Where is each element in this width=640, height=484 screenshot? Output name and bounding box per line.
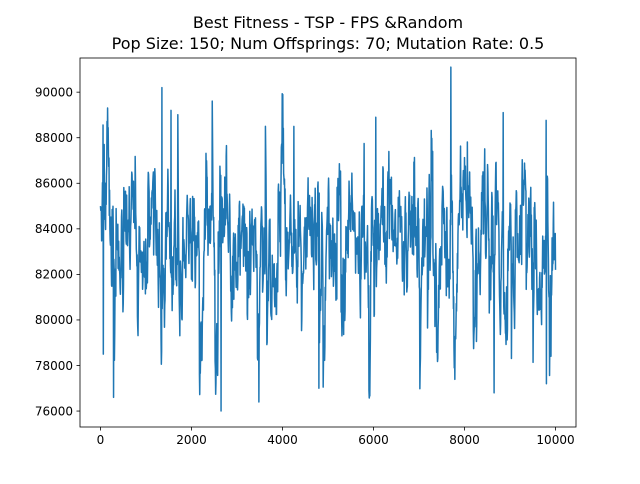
chart-title-line-2: Pop Size: 150; Num Offsprings: 70; Mutat… (112, 34, 545, 53)
y-tick-label: 80000 (35, 313, 73, 327)
plot-area-frame (79, 57, 577, 428)
y-tick-label: 78000 (35, 359, 73, 373)
x-tick-label: 2000 (176, 433, 207, 447)
y-tick-label: 90000 (35, 85, 73, 99)
y-tick-label: 76000 (35, 404, 73, 418)
y-tick-label: 86000 (35, 177, 73, 191)
chart-title-line-1: Best Fitness - TSP - FPS &Random (193, 13, 463, 32)
x-tick-label: 8000 (449, 433, 480, 447)
y-tick-label: 88000 (35, 131, 73, 145)
y-tick-label: 84000 (35, 222, 73, 236)
y-tick-label: 82000 (35, 268, 73, 282)
x-tick-label: 0 (97, 433, 105, 447)
axis-ticks: 0 2000 4000 6000 8000 10000 76000 78000 80000 820… (35, 85, 575, 447)
series-line-best-fitness (99, 66, 557, 412)
x-tick-label: 10000 (536, 433, 574, 447)
x-tick-label: 4000 (267, 433, 298, 447)
x-tick-label: 6000 (358, 433, 389, 447)
